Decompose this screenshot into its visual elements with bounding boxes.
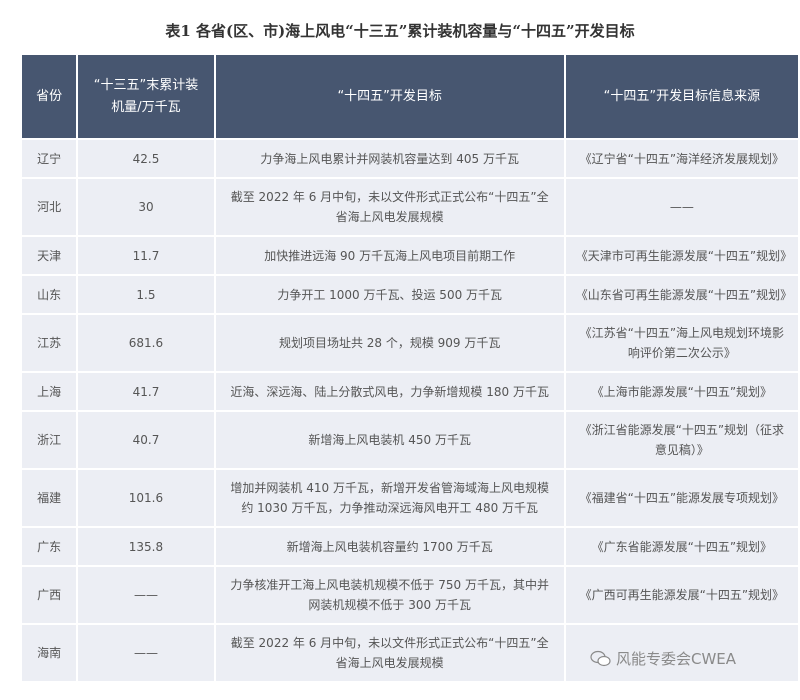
target-cell: 力争开工 1000 万千瓦、投运 500 万千瓦 (215, 276, 564, 313)
province-cell: 广西 (22, 567, 77, 623)
capacity-cell: 135.8 (78, 528, 214, 565)
watermark: 风能专委会CWEA (590, 648, 736, 669)
target-cell: 近海、深远海、陆上分散式风电，力争新增规模 180 万千瓦 (215, 373, 564, 410)
table-row: 山东 1.5 力争开工 1000 万千瓦、投运 500 万千瓦 《山东省可再生能源发展… (22, 276, 798, 313)
capacity-cell: —— (78, 625, 214, 681)
table-row: 江苏 681.6 规划项目场址共 28 个，规模 909 万千瓦 《江苏省“十四五”海… (22, 315, 798, 371)
source-cell: 《广西可再生能源发展“十四五”规划》 (565, 567, 798, 623)
target-cell: 规划项目场址共 28 个，规模 909 万千瓦 (215, 315, 564, 371)
target-cell: 截至 2022 年 6 月中旬，未以文件形式正式公布“十四五”全省海上风电发展规… (215, 625, 564, 681)
source-cell: 《浙江省能源发展“十四五”规划（征求意见稿）》 (565, 412, 798, 468)
offshore-wind-table: 省份 “十三五”末累计装机量/万千瓦 “十四五”开发目标 “十四五”开发目标信息… (20, 53, 800, 683)
target-cell: 增加并网装机 410 万千瓦，新增开发省管海域海上风电规模约 1030 万千瓦，… (215, 470, 564, 526)
table-row: 浙江 40.7 新增海上风电装机 450 万千瓦 《浙江省能源发展“十四五”规划（征求… (22, 412, 798, 468)
table-row: 广西 —— 力争核准开工海上风电装机规模不低于 750 万千瓦，其中并网装机规模不低… (22, 567, 798, 623)
province-cell: 广东 (22, 528, 77, 565)
table-row: 上海 41.7 近海、深远海、陆上分散式风电，力争新增规模 180 万千瓦 《上海市能… (22, 373, 798, 410)
wechat-icon (590, 650, 611, 666)
target-cell: 新增海上风电装机容量约 1700 万千瓦 (215, 528, 564, 565)
province-cell: 浙江 (22, 412, 77, 468)
header-target: “十四五”开发目标 (215, 55, 564, 138)
source-cell: 《广东省能源发展“十四五”规划》 (565, 528, 798, 565)
source-cell: 《江苏省“十四五”海上风电规划环境影响评价第二次公示》 (565, 315, 798, 371)
header-capacity: “十三五”末累计装机量/万千瓦 (78, 55, 214, 138)
province-cell: 海南 (22, 625, 77, 681)
header-source: “十四五”开发目标信息来源 (565, 55, 798, 138)
table-row: 辽宁 42.5 力争海上风电累计并网装机容量达到 405 万千瓦 《辽宁省“十四五”海… (22, 140, 798, 177)
province-cell: 辽宁 (22, 140, 77, 177)
capacity-cell: 42.5 (78, 140, 214, 177)
table-row: 河北 30 截至 2022 年 6 月中旬，未以文件形式正式公布“十四五”全省海上风… (22, 179, 798, 235)
target-cell: 力争核准开工海上风电装机规模不低于 750 万千瓦，其中并网装机规模不低于 30… (215, 567, 564, 623)
source-cell: —— (565, 179, 798, 235)
province-cell: 河北 (22, 179, 77, 235)
capacity-cell: 30 (78, 179, 214, 235)
source-cell (565, 625, 798, 681)
capacity-cell: 101.6 (78, 470, 214, 526)
province-cell: 江苏 (22, 315, 77, 371)
capacity-cell: 41.7 (78, 373, 214, 410)
watermark-text: 风能专委会CWEA (616, 650, 737, 668)
province-cell: 上海 (22, 373, 77, 410)
target-cell: 力争海上风电累计并网装机容量达到 405 万千瓦 (215, 140, 564, 177)
province-cell: 山东 (22, 276, 77, 313)
target-cell: 加快推进远海 90 万千瓦海上风电项目前期工作 (215, 237, 564, 274)
table-title: 表1 各省(区、市)海上风电“十三五”累计装机容量与“十四五”开发目标 (165, 22, 635, 40)
header-province: 省份 (22, 55, 77, 138)
capacity-cell: 681.6 (78, 315, 214, 371)
table-row: 福建 101.6 增加并网装机 410 万千瓦，新增开发省管海域海上风电规模约 10… (22, 470, 798, 526)
province-cell: 福建 (22, 470, 77, 526)
table-row: 海南 —— 截至 2022 年 6 月中旬，未以文件形式正式公布“十四五”全省海上风… (22, 625, 798, 681)
capacity-cell: 1.5 (78, 276, 214, 313)
capacity-cell: 11.7 (78, 237, 214, 274)
capacity-cell: 40.7 (78, 412, 214, 468)
source-cell: 《辽宁省“十四五”海洋经济发展规划》 (565, 140, 798, 177)
province-cell: 天津 (22, 237, 77, 274)
source-cell: 《福建省“十四五”能源发展专项规划》 (565, 470, 798, 526)
target-cell: 截至 2022 年 6 月中旬，未以文件形式正式公布“十四五”全省海上风电发展规… (215, 179, 564, 235)
table-row: 广东 135.8 新增海上风电装机容量约 1700 万千瓦 《广东省能源发展“十四五”… (22, 528, 798, 565)
table-header-row: 省份 “十三五”末累计装机量/万千瓦 “十四五”开发目标 “十四五”开发目标信息… (22, 55, 798, 138)
source-cell: 《天津市可再生能源发展“十四五”规划》 (565, 237, 798, 274)
table-row: 天津 11.7 加快推进远海 90 万千瓦海上风电项目前期工作 《天津市可再生能源发展… (22, 237, 798, 274)
source-cell: 《上海市能源发展“十四五”规划》 (565, 373, 798, 410)
capacity-cell: —— (78, 567, 214, 623)
source-cell: 《山东省可再生能源发展“十四五”规划》 (565, 276, 798, 313)
target-cell: 新增海上风电装机 450 万千瓦 (215, 412, 564, 468)
